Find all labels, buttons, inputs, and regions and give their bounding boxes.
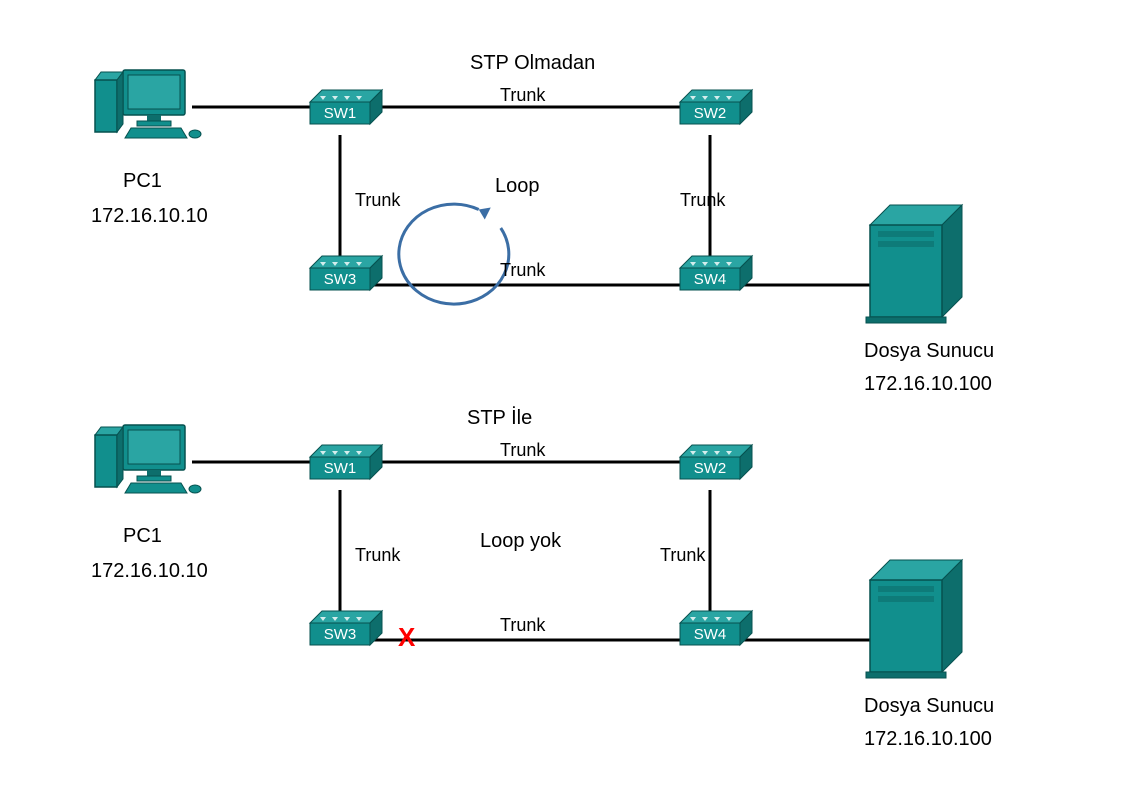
top-sw1-label: SW1 [310, 105, 370, 122]
top-link-label-2: Trunk [680, 190, 725, 211]
bottom-server-label: Dosya Sunucu [864, 695, 994, 718]
bottom-title: STP İle [467, 407, 532, 430]
bottom-link-label-4: Trunk [355, 545, 400, 566]
bottom-server-ip: 172.16.10.100 [864, 728, 992, 751]
bottom-link-label-3: Trunk [500, 615, 545, 636]
bottom-sw3-label: SW3 [310, 626, 370, 643]
loop-arrow [399, 204, 509, 304]
top-server-icon [866, 205, 962, 323]
bottom-link-label-2: Trunk [660, 545, 705, 566]
top-pc-icon [95, 70, 201, 138]
top-pc-ip: 172.16.10.10 [91, 205, 208, 228]
top-sw4-label: SW4 [680, 271, 740, 288]
top-title: STP Olmadan [470, 52, 595, 75]
top-sw2-label: SW2 [680, 105, 740, 122]
bottom-sw1-label: SW1 [310, 460, 370, 477]
bottom-sw2-label: SW2 [680, 460, 740, 477]
bottom-link-label-1: Trunk [500, 440, 545, 461]
bottom-sw4-label: SW4 [680, 626, 740, 643]
network-diagram [0, 0, 1123, 794]
top-center-label: Loop [495, 175, 540, 198]
top-pc-label: PC1 [123, 170, 162, 193]
bottom-blocked-x: X [398, 622, 415, 653]
bottom-pc-icon [95, 425, 201, 493]
bottom-center-label: Loop yok [480, 530, 561, 553]
top-server-label: Dosya Sunucu [864, 340, 994, 363]
top-link-label-1: Trunk [500, 85, 545, 106]
bottom-pc-ip: 172.16.10.10 [91, 560, 208, 583]
bottom-pc-label: PC1 [123, 525, 162, 548]
top-server-ip: 172.16.10.100 [864, 373, 992, 396]
top-sw3-label: SW3 [310, 271, 370, 288]
top-link-label-3: Trunk [500, 260, 545, 281]
bottom-server-icon [866, 560, 962, 678]
top-link-label-4: Trunk [355, 190, 400, 211]
